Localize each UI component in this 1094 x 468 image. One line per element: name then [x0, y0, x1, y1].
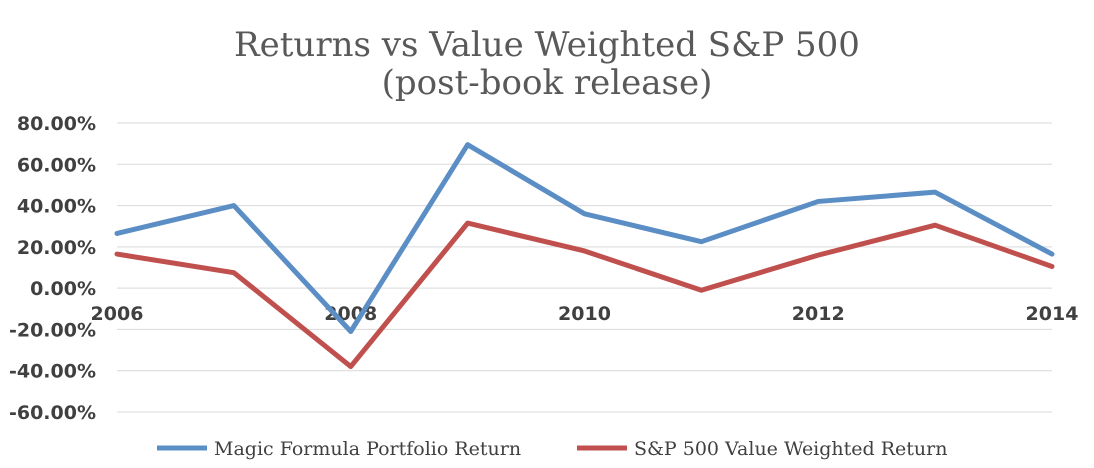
x-axis: 2006 2008 2010 2012 2014 — [91, 303, 1079, 325]
gridlines — [117, 122, 1052, 413]
y-tick-label: 60.00% — [17, 154, 96, 176]
y-tick-label: 20.00% — [17, 237, 96, 259]
x-tick-label: 2014 — [1026, 303, 1079, 325]
x-tick-label: 2012 — [792, 303, 845, 325]
y-tick-label: 40.00% — [17, 196, 96, 218]
x-tick-label: 2010 — [558, 303, 611, 325]
chart-subtitle: (post-book release) — [382, 63, 713, 103]
y-tick-label: -20.00% — [9, 319, 96, 341]
chart-title: Returns vs Value Weighted S&P 500 — [234, 25, 860, 65]
y-tick-label: -40.00% — [9, 361, 96, 383]
y-tick-label: 80.00% — [17, 113, 96, 135]
y-axis: 80.00% 60.00% 40.00% 20.00% 0.00% -20.00% -40.… — [9, 113, 96, 424]
series-line-1 — [114, 220, 1055, 370]
series-line-0 — [114, 142, 1055, 334]
x-tick-label: 2006 — [91, 303, 144, 325]
series-lines — [114, 142, 1055, 370]
y-tick-label: 0.00% — [30, 278, 96, 300]
legend-label: Magic Formula Portfolio Return — [214, 438, 521, 460]
y-tick-label: -60.00% — [9, 402, 96, 424]
legend: Magic Formula Portfolio Return S&P 500 Va… — [157, 438, 947, 460]
legend-label: S&P 500 Value Weighted Return — [634, 438, 947, 460]
